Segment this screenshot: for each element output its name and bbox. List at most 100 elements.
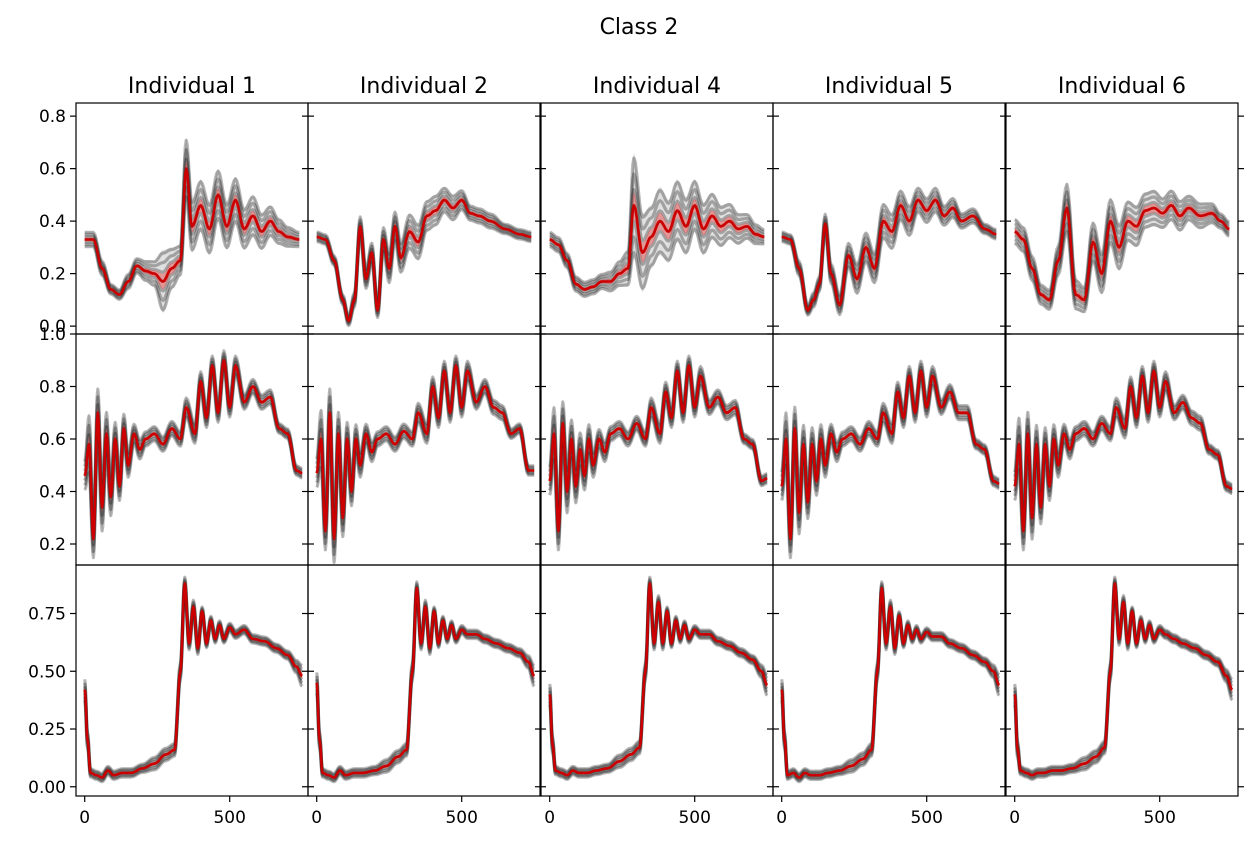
subplot-frame (1005, 333, 1239, 566)
x-tick-label: 0 (311, 808, 322, 828)
column-title: Individual 6 (1058, 74, 1186, 99)
mean-line (781, 198, 997, 312)
mean-line (1014, 204, 1230, 302)
sample-trace (316, 186, 532, 318)
sample-trace (549, 172, 765, 287)
mean-line (315, 586, 536, 779)
mean-line (548, 364, 768, 533)
x-tick-label: 500 (910, 808, 942, 828)
mean-line (83, 582, 303, 779)
subplot-r2-c5 (1000, 333, 1244, 566)
y-tick-label: 0.25 (28, 720, 66, 740)
mean-line (83, 359, 303, 541)
sample-trace (83, 368, 303, 560)
sample-trace (1014, 198, 1230, 299)
mean-line (1013, 582, 1234, 777)
sample-trace (548, 575, 769, 773)
x-tick-label: 0 (776, 808, 787, 828)
mean-line (780, 369, 1000, 541)
sample-trace (781, 186, 997, 308)
sample-trace (549, 156, 765, 284)
sample-trace (1013, 577, 1234, 774)
subplot-r3-c2: 0 500 (302, 564, 546, 828)
x-tick-label: 0 (1009, 808, 1020, 828)
mean-line (1013, 369, 1233, 533)
sample-trace (1013, 378, 1233, 552)
subplot-r2-c3 (535, 333, 779, 566)
sample-trace (780, 582, 1001, 777)
y-tick-label: 0.4 (39, 212, 66, 232)
sample-trace (83, 577, 303, 777)
sample-trace (1014, 213, 1230, 310)
sample-trace (548, 577, 769, 774)
sample-spread-band (84, 349, 303, 560)
column-title: Individual 1 (128, 74, 256, 99)
subplot-frame (75, 333, 309, 566)
subplot-frame (1005, 564, 1239, 797)
subplot-frame (772, 564, 1006, 797)
sample-trace (83, 575, 303, 775)
sample-trace (548, 373, 768, 552)
column-title: Individual 2 (360, 74, 488, 99)
y-tick-label: 0.4 (39, 483, 66, 503)
subplot-r3-c1: 0.00 0.25 0.50 0.75 0 500 (28, 564, 314, 828)
mean-confidence-band (1014, 201, 1230, 304)
mean-line (780, 586, 1001, 779)
subplot-r1-c5 (1000, 102, 1244, 335)
x-tick-label: 0 (79, 808, 90, 828)
sample-trace (549, 211, 765, 294)
sample-trace (315, 582, 536, 777)
x-tick-label: 500 (1143, 808, 1175, 828)
sample-trace (549, 219, 765, 296)
sample-trace (315, 580, 536, 775)
column-title: Individual 5 (825, 74, 953, 99)
y-tick-label: 0.2 (39, 535, 66, 555)
subplot-r2-c4 (767, 333, 1011, 566)
subplot-r3-c4: 0 500 (767, 564, 1011, 828)
mean-line (316, 198, 532, 323)
subplot-r1-c4 (767, 102, 1011, 335)
y-tick-label: 0.8 (39, 378, 66, 398)
subplot-r1-c3 (535, 102, 779, 335)
y-tick-label: 0.50 (28, 662, 66, 682)
subplot-frame (307, 564, 541, 797)
subplot-r2-c1: 0.2 0.4 0.6 0.8 1.0 (39, 325, 314, 566)
y-tick-label: 0.6 (39, 430, 66, 450)
sample-trace (84, 138, 300, 292)
sample-trace (1014, 217, 1230, 314)
sample-trace (549, 188, 765, 289)
sample-spread-band (316, 187, 532, 327)
y-tick-label: 0.00 (28, 778, 66, 798)
y-tick-label: 0.0 (39, 317, 66, 337)
mean-line (548, 582, 769, 777)
y-tick-label: 0.2 (39, 265, 66, 285)
sample-trace (1014, 190, 1230, 296)
mean-line (315, 364, 535, 541)
x-tick-label: 500 (678, 808, 710, 828)
y-tick-label: 1.0 (39, 325, 66, 345)
y-tick-label: 0.75 (28, 605, 66, 625)
subplot-r1-c2 (302, 102, 546, 335)
x-tick-label: 500 (445, 808, 477, 828)
sample-spread-band (316, 581, 535, 783)
mean-confidence-band (84, 160, 300, 296)
figure-suptitle: Class 2 (600, 15, 679, 40)
y-tick-label: 0.8 (39, 107, 66, 127)
sample-trace (781, 210, 997, 317)
sample-trace (549, 227, 765, 299)
x-tick-label: 500 (213, 808, 245, 828)
panel-grid: Individual 1 Individual 2 Individual 4 Indi… (28, 74, 1244, 828)
subplot-r1-c1: 0.0 0.2 0.4 0.6 0.8 (39, 102, 314, 337)
sample-trace (1014, 208, 1230, 306)
sample-trace (780, 580, 1001, 775)
subplot-frame (540, 333, 774, 566)
mean-line (84, 167, 300, 296)
sample-trace (1013, 575, 1234, 773)
sample-trace (780, 378, 1000, 560)
subplot-r3-c3: 0 500 (535, 564, 779, 828)
y-tick-label: 0.6 (39, 160, 66, 180)
sample-trace (316, 208, 532, 328)
x-tick-label: 0 (544, 808, 555, 828)
sample-trace (1014, 182, 1230, 292)
